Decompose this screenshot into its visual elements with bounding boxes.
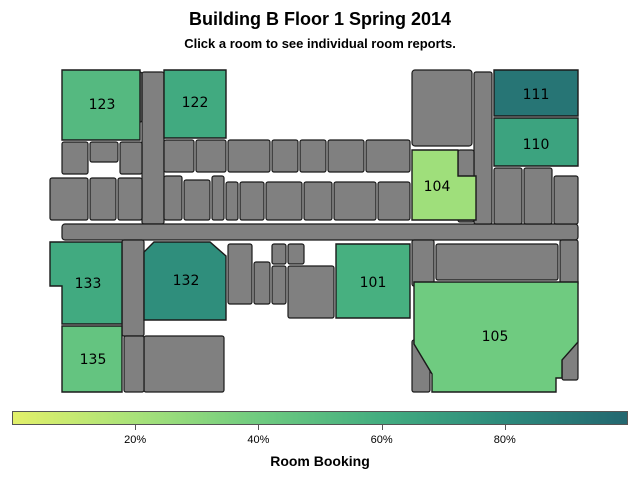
color-scale-tick-label: 40% — [247, 434, 270, 446]
room-135[interactable] — [61, 325, 123, 393]
color-scale-bar — [12, 411, 628, 425]
room-122[interactable] — [163, 69, 227, 139]
service-room — [123, 335, 145, 393]
service-room — [559, 239, 579, 287]
service-room — [89, 141, 119, 163]
room-label: 122 — [182, 95, 209, 111]
service-room — [287, 243, 305, 265]
room-label: 104 — [424, 179, 451, 195]
room-labels: 123 122 111 110 104 133 132 101 135 105 — [75, 87, 550, 368]
room-105[interactable] — [413, 281, 579, 393]
service-room — [327, 139, 365, 173]
room-label: 110 — [523, 137, 550, 153]
service-room — [163, 139, 195, 173]
color-scale-tick-label: 80% — [493, 434, 516, 446]
service-room — [49, 177, 89, 221]
service-room — [365, 139, 411, 173]
service-room — [253, 261, 271, 305]
service-room — [303, 181, 333, 221]
room-label: 133 — [75, 276, 102, 292]
map-title: Building B Floor 1 Spring 2014 — [188, 9, 452, 29]
color-scale-tick — [381, 425, 383, 430]
service-room — [377, 181, 411, 221]
room-label: 105 — [482, 329, 509, 345]
room-110[interactable] — [493, 117, 579, 167]
room-132[interactable] — [143, 241, 227, 321]
service-room — [119, 141, 143, 175]
room-label: 101 — [360, 275, 387, 291]
color-scale-tick — [504, 425, 506, 430]
service-room — [287, 265, 335, 319]
service-room — [493, 167, 523, 225]
service-room — [61, 141, 89, 175]
room-101[interactable] — [335, 243, 411, 319]
color-scale-tick-label: 60% — [370, 434, 393, 446]
service-room — [435, 243, 559, 281]
service-room — [117, 177, 143, 221]
service-room — [333, 181, 377, 221]
corridor — [141, 71, 165, 225]
service-room — [271, 243, 287, 265]
booked-rooms — [49, 69, 579, 393]
service-room — [227, 243, 253, 305]
service-room — [473, 71, 493, 225]
service-room — [271, 265, 287, 305]
service-room — [239, 181, 265, 221]
room-label: 135 — [80, 352, 107, 368]
service-room — [271, 139, 299, 173]
service-room — [523, 167, 553, 225]
room-104[interactable] — [411, 149, 477, 221]
service-room — [227, 139, 271, 173]
service-room — [553, 175, 579, 225]
room-111[interactable] — [493, 69, 579, 117]
color-scale-tick — [135, 425, 137, 430]
service-room — [299, 139, 327, 173]
room-123[interactable] — [61, 69, 141, 141]
room-label: 111 — [523, 87, 550, 103]
service-room — [225, 181, 239, 221]
service-room — [411, 239, 435, 287]
corridor — [61, 223, 579, 241]
service-room — [265, 181, 303, 221]
service-room — [183, 179, 211, 221]
service-room — [163, 175, 183, 221]
corridor — [121, 239, 145, 337]
map-subtitle: Click a room to see individual room repo… — [184, 36, 456, 51]
color-scale-tick-label: 20% — [124, 434, 147, 446]
color-scale-tick — [258, 425, 260, 430]
service-room — [89, 177, 117, 221]
service-room — [211, 175, 225, 221]
legend-title: Room Booking — [270, 453, 370, 469]
room-label: 123 — [89, 97, 116, 113]
service-room — [143, 335, 225, 393]
room-133[interactable] — [49, 241, 123, 325]
room-label: 132 — [173, 273, 200, 289]
service-room — [411, 69, 473, 147]
service-room — [195, 139, 227, 173]
